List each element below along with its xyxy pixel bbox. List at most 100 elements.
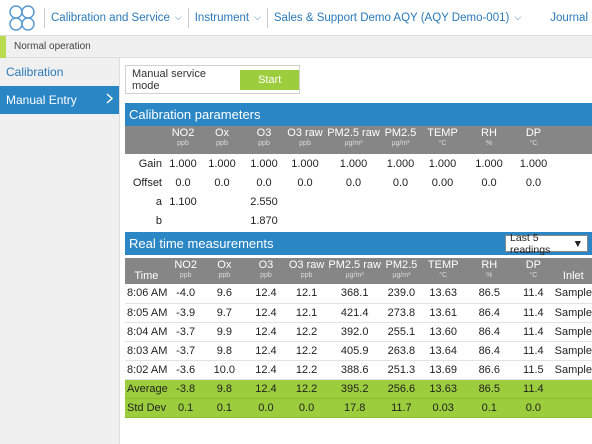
chevron-down-icon: ⌵ bbox=[254, 12, 261, 22]
stats-cell: 256.6 bbox=[382, 379, 420, 399]
table-cell: -3.7 bbox=[167, 341, 204, 361]
sidebar: Calibration Manual Entry bbox=[0, 58, 120, 444]
start-button[interactable]: Start bbox=[240, 69, 299, 90]
table-cell[interactable] bbox=[201, 211, 243, 230]
column-header-unit: ppb bbox=[218, 272, 231, 279]
table-cell: -3.6 bbox=[167, 360, 204, 380]
column-header-unit: °C bbox=[439, 272, 448, 279]
table-cell: -4.0 bbox=[167, 284, 204, 304]
column-header-name: Time bbox=[134, 270, 159, 282]
table-cell[interactable] bbox=[285, 211, 325, 230]
time-cell: 8:06 AM bbox=[125, 284, 168, 304]
table-cell-blank bbox=[555, 173, 592, 192]
column-header-inlet: Inlet bbox=[554, 258, 592, 284]
time-cell: 8:05 AM bbox=[125, 303, 168, 323]
table-cell[interactable]: 0.0 bbox=[297, 176, 313, 189]
table-cell[interactable] bbox=[382, 192, 419, 211]
column-header: O3 ppb bbox=[243, 126, 285, 154]
nav-divider bbox=[44, 7, 45, 28]
row-label: a bbox=[155, 195, 162, 208]
table-cell[interactable] bbox=[285, 192, 325, 211]
table-cell[interactable]: 0.0 bbox=[481, 176, 497, 189]
column-header-unit: ppb bbox=[260, 272, 272, 279]
table-cell[interactable]: 1.000 bbox=[339, 157, 368, 170]
nav-instrument-select[interactable]: Sales & Support Demo AQY (AQY Demo-001) … bbox=[268, 0, 527, 36]
table-cell[interactable]: 0.00 bbox=[431, 176, 454, 189]
calibration-table: NO2 ppb Ox ppb O3 ppb O3 raw ppb PM2.5 raw µg/m³ P… bbox=[125, 126, 592, 230]
table-cell: 11.4 bbox=[512, 341, 555, 361]
column-header-unit: µg/m³ bbox=[392, 272, 411, 279]
table-cell[interactable]: 0.0 bbox=[256, 176, 272, 189]
readings-select[interactable]: Last 5 readings ▼ bbox=[505, 232, 588, 256]
logo-icon[interactable] bbox=[0, 0, 44, 36]
table-cell[interactable] bbox=[419, 211, 466, 230]
table-cell[interactable]: 0.0 bbox=[392, 176, 409, 189]
top-nav: Calibration and Service ⌵ Instrument ⌵ S… bbox=[0, 0, 592, 36]
table-cell[interactable]: 1.870 bbox=[250, 214, 278, 227]
row-label: Offset bbox=[132, 176, 162, 189]
table-cell[interactable] bbox=[382, 211, 419, 230]
table-cell[interactable] bbox=[419, 192, 466, 211]
nav-journal[interactable]: Journal bbox=[550, 0, 588, 36]
table-cell[interactable]: 1.100 bbox=[169, 195, 197, 208]
table-cell[interactable] bbox=[165, 211, 201, 230]
table-cell: 405.9 bbox=[326, 341, 383, 361]
table-cell[interactable]: 0.0 bbox=[525, 176, 542, 189]
table-cell: 9.6 bbox=[203, 284, 246, 304]
table-cell[interactable] bbox=[201, 192, 243, 211]
chevron-right-icon bbox=[106, 93, 114, 107]
inlet-cell: Sample bbox=[554, 341, 592, 361]
table-cell[interactable] bbox=[325, 192, 382, 211]
table-cell: -3.9 bbox=[167, 303, 204, 323]
column-header-time: Time bbox=[125, 258, 168, 284]
column-header: DP °C bbox=[512, 126, 555, 154]
time-cell: 8:02 AM bbox=[125, 360, 168, 380]
column-header-unit: % bbox=[486, 272, 493, 279]
table-cell[interactable]: 0.0 bbox=[214, 176, 230, 189]
table-cell: 11.4 bbox=[512, 284, 555, 304]
column-header: Ox ppb bbox=[203, 258, 246, 284]
row-label: b bbox=[155, 214, 162, 227]
table-cell[interactable]: 1.000 bbox=[428, 157, 457, 170]
table-cell[interactable]: 1.000 bbox=[386, 157, 415, 170]
table-cell[interactable]: 0.0 bbox=[345, 176, 362, 189]
table-cell-blank bbox=[555, 211, 592, 230]
table-cell: 9.7 bbox=[203, 303, 246, 323]
table-cell[interactable]: 1.000 bbox=[291, 157, 319, 170]
nav-instrument[interactable]: Instrument ⌵ bbox=[189, 0, 267, 36]
table-cell[interactable] bbox=[466, 192, 512, 211]
table-cell[interactable] bbox=[325, 211, 382, 230]
table-cell: 11.4 bbox=[512, 322, 555, 342]
table-cell[interactable]: 1.000 bbox=[169, 157, 197, 170]
table-cell: 388.6 bbox=[326, 360, 383, 380]
column-header-name: PM2.5 bbox=[384, 127, 417, 139]
sidebar-item-manual-entry[interactable]: Manual Entry bbox=[0, 86, 119, 114]
sidebar-item-calibration[interactable]: Calibration bbox=[0, 58, 119, 86]
section-title: Calibration parameters bbox=[129, 107, 261, 122]
readings-select-value: Last 5 readings bbox=[510, 231, 551, 256]
service-mode-label: Manual service mode bbox=[132, 67, 206, 92]
column-header-name: Ox bbox=[214, 127, 230, 139]
table-row: a 1.100 2.550 bbox=[125, 192, 592, 211]
table-cell: 239.0 bbox=[382, 284, 420, 304]
table-cell[interactable] bbox=[512, 192, 555, 211]
stats-cell: 0.0 bbox=[512, 398, 555, 418]
column-header: TEMP °C bbox=[419, 126, 466, 154]
column-header-unit: ppb bbox=[216, 140, 228, 147]
nav-calibration-service[interactable]: Calibration and Service ⌵ bbox=[45, 0, 188, 36]
table-cell[interactable]: 1.000 bbox=[475, 157, 503, 170]
table-cell[interactable] bbox=[512, 211, 555, 230]
table-cell[interactable]: 1.000 bbox=[208, 157, 236, 170]
time-cell: 8:04 AM bbox=[125, 322, 168, 342]
column-header-name: O3 bbox=[256, 127, 272, 139]
table-cell: 9.9 bbox=[203, 322, 246, 342]
table-cell[interactable]: 0.0 bbox=[175, 176, 191, 189]
table-cell[interactable]: 1.000 bbox=[519, 157, 548, 170]
realtime-table: Time NO2 ppb Ox ppb O3 ppb O3 raw ppb PM2.5 raw µg… bbox=[125, 258, 592, 418]
column-header: RH% bbox=[466, 126, 512, 154]
column-header-unit: µg/m³ bbox=[344, 140, 363, 147]
column-header: PM2.5 raw µg/m³ bbox=[326, 258, 383, 284]
table-cell[interactable] bbox=[466, 211, 512, 230]
table-cell[interactable]: 1.000 bbox=[250, 157, 278, 170]
table-cell[interactable]: 2.550 bbox=[250, 195, 278, 208]
